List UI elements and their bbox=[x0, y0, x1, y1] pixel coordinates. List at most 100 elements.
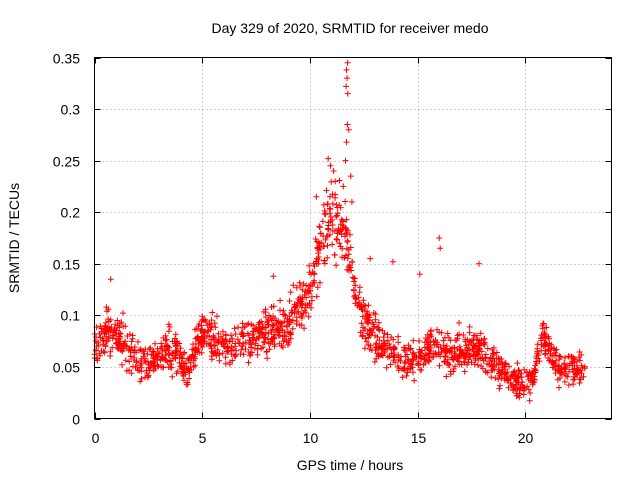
data-point bbox=[471, 361, 478, 368]
data-point bbox=[357, 329, 364, 336]
data-point bbox=[527, 390, 534, 396]
data-point bbox=[221, 344, 228, 350]
data-point bbox=[556, 384, 562, 391]
data-point bbox=[344, 59, 351, 66]
data-point bbox=[347, 173, 354, 180]
data-point bbox=[264, 355, 271, 362]
data-point bbox=[389, 258, 396, 265]
data-point bbox=[161, 347, 168, 353]
data-point bbox=[346, 262, 353, 269]
data-point bbox=[158, 340, 165, 347]
data-point bbox=[325, 155, 332, 162]
data-point bbox=[563, 372, 569, 379]
data-point bbox=[556, 353, 563, 360]
data-point bbox=[454, 357, 461, 364]
data-point bbox=[424, 345, 431, 352]
data-point bbox=[561, 360, 568, 367]
data-point bbox=[383, 364, 390, 371]
data-point bbox=[542, 343, 549, 350]
data-point bbox=[166, 323, 173, 330]
data-point bbox=[395, 351, 402, 358]
data-point bbox=[565, 382, 572, 388]
data-point bbox=[444, 347, 451, 354]
data-point bbox=[349, 258, 355, 265]
grid-lines bbox=[94, 57, 612, 419]
data-point bbox=[201, 338, 208, 344]
data-point bbox=[395, 354, 402, 361]
data-point bbox=[514, 360, 521, 367]
data-point bbox=[452, 350, 459, 357]
data-point bbox=[565, 353, 572, 360]
data-point bbox=[410, 369, 416, 376]
data-point bbox=[152, 340, 158, 347]
data-point bbox=[374, 334, 381, 340]
data-point bbox=[210, 349, 217, 356]
data-point bbox=[245, 349, 252, 355]
data-point bbox=[573, 358, 580, 365]
data-point bbox=[184, 379, 191, 386]
data-point bbox=[355, 294, 362, 301]
data-point bbox=[510, 369, 517, 376]
data-point bbox=[476, 260, 482, 267]
data-point bbox=[293, 320, 300, 327]
data-point bbox=[324, 232, 331, 239]
data-point bbox=[167, 364, 174, 371]
data-point bbox=[317, 230, 324, 237]
data-point bbox=[577, 367, 584, 374]
data-point bbox=[164, 359, 171, 365]
data-point bbox=[461, 368, 468, 375]
data-point bbox=[366, 326, 373, 333]
data-point bbox=[160, 364, 167, 371]
data-point bbox=[465, 346, 472, 353]
data-point bbox=[476, 340, 482, 347]
data-point bbox=[440, 345, 447, 352]
x-tick-label: 10 bbox=[303, 430, 319, 446]
data-point bbox=[119, 361, 125, 368]
data-point bbox=[554, 376, 561, 383]
data-point bbox=[461, 359, 468, 366]
data-point bbox=[387, 361, 394, 368]
data-point bbox=[214, 313, 220, 320]
data-point bbox=[181, 377, 187, 384]
data-point bbox=[571, 373, 578, 380]
data-point bbox=[256, 328, 263, 335]
data-point bbox=[287, 289, 294, 296]
data-point bbox=[436, 362, 443, 369]
data-point bbox=[420, 361, 427, 368]
data-point bbox=[176, 359, 183, 366]
data-point bbox=[421, 344, 428, 351]
data-point bbox=[212, 324, 219, 331]
data-point bbox=[197, 339, 204, 346]
data-point bbox=[196, 321, 203, 327]
data-point bbox=[271, 343, 278, 350]
data-point bbox=[330, 168, 337, 174]
data-point bbox=[261, 339, 268, 346]
data-point bbox=[451, 353, 458, 360]
data-point bbox=[539, 321, 546, 327]
data-point bbox=[162, 351, 169, 358]
data-point bbox=[222, 338, 229, 345]
data-point bbox=[329, 227, 336, 234]
data-point bbox=[342, 157, 349, 164]
data-point bbox=[339, 217, 346, 224]
data-point bbox=[521, 387, 527, 394]
data-point bbox=[289, 317, 296, 324]
data-point bbox=[126, 358, 133, 365]
data-point bbox=[286, 318, 293, 324]
data-point bbox=[223, 331, 229, 338]
data-point bbox=[352, 282, 359, 289]
data-point bbox=[505, 384, 512, 391]
data-point bbox=[298, 304, 305, 311]
data-point bbox=[367, 255, 374, 262]
data-point bbox=[107, 276, 114, 283]
data-point bbox=[123, 368, 130, 374]
data-point bbox=[569, 360, 576, 367]
data-point bbox=[315, 260, 322, 267]
data-point bbox=[425, 350, 432, 357]
data-point bbox=[258, 318, 265, 325]
data-point bbox=[245, 359, 252, 366]
data-point bbox=[104, 337, 111, 344]
data-point bbox=[141, 358, 148, 364]
data-point bbox=[167, 358, 173, 365]
data-point bbox=[484, 345, 491, 352]
